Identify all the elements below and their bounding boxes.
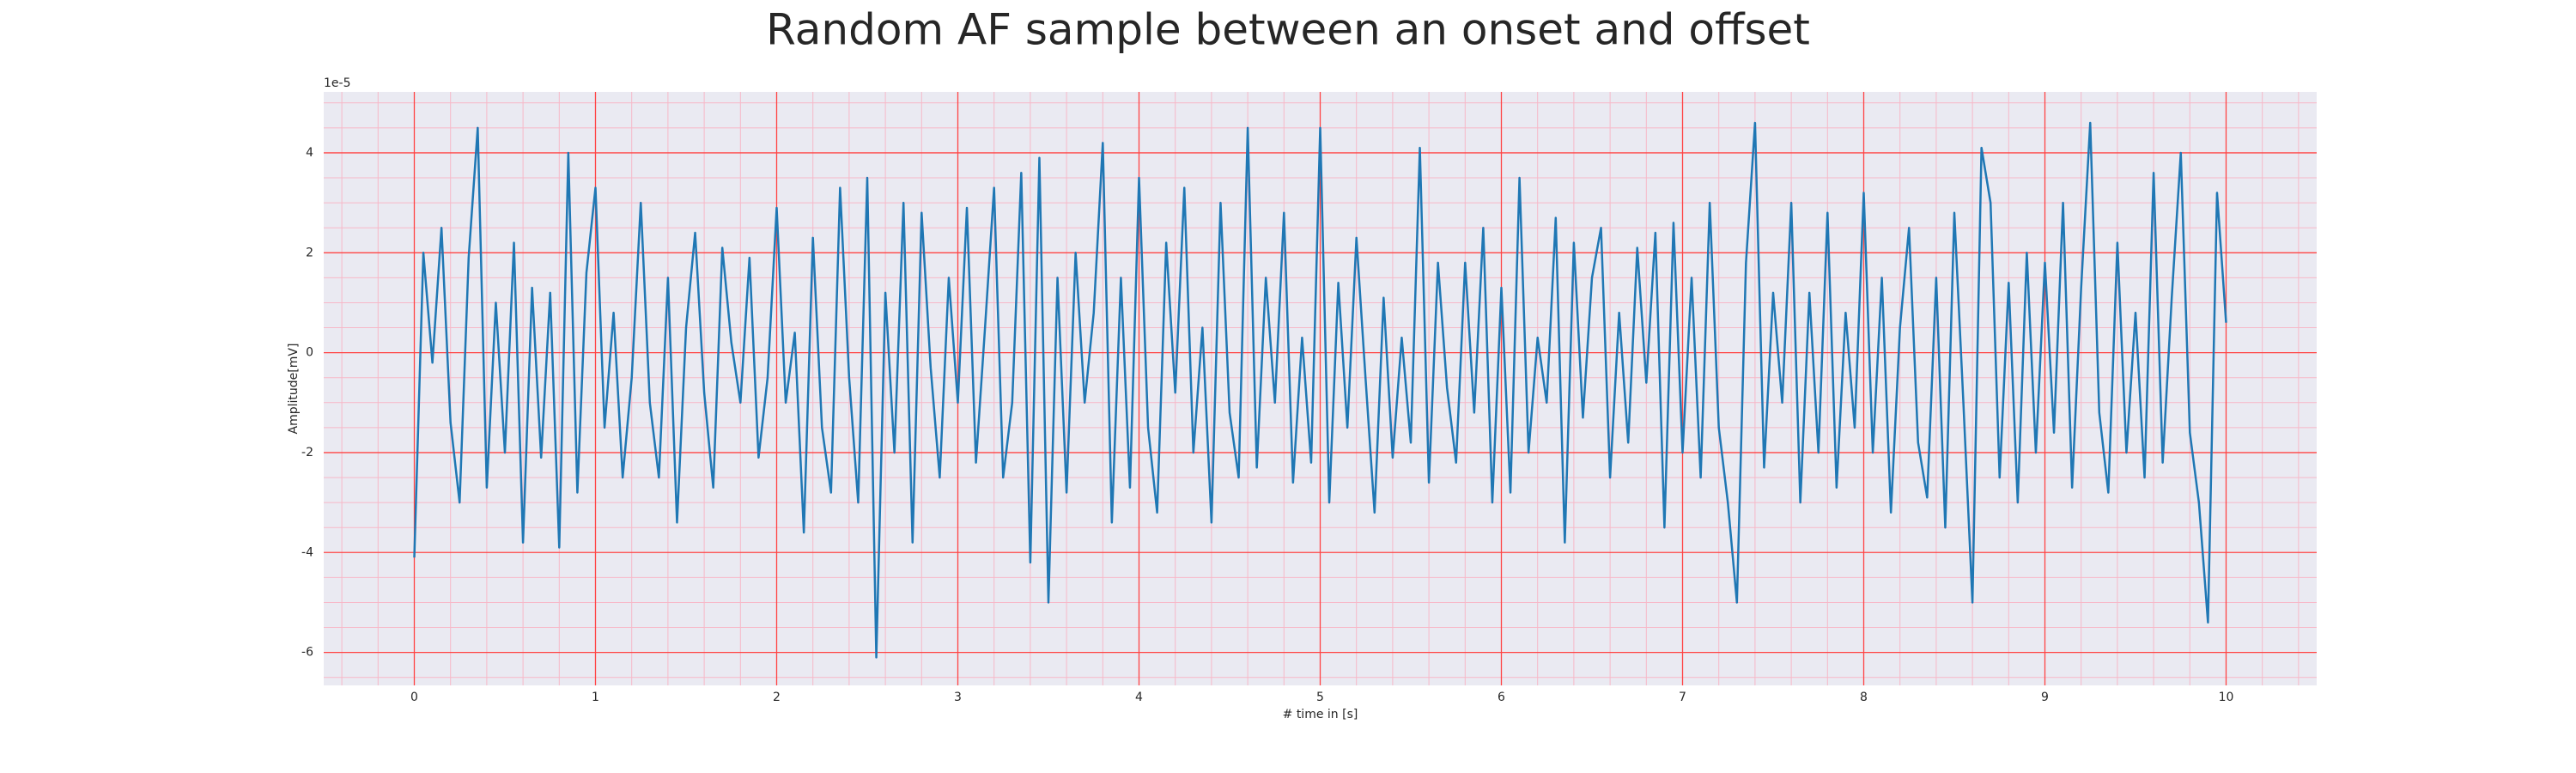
x-tick-label: 3 — [954, 691, 962, 704]
x-tick-label: 2 — [773, 691, 781, 704]
chart-title: Random AF sample between an onset and of… — [766, 5, 1810, 55]
y-offset-label: 1e-5 — [324, 76, 350, 90]
x-tick-label: 9 — [2041, 691, 2049, 704]
y-tick-label: -6 — [301, 646, 313, 660]
y-tick-label: 2 — [306, 246, 313, 259]
x-tick-label: 7 — [1679, 691, 1686, 704]
y-axis-label: Amplitude[mV] — [287, 344, 301, 435]
y-tick-label: -4 — [301, 545, 313, 559]
y-tick-label: 4 — [306, 146, 313, 160]
x-tick-label: 0 — [410, 691, 418, 704]
x-tick-label: 1 — [592, 691, 599, 704]
x-tick-label: 10 — [2219, 691, 2234, 704]
data-line — [413, 121, 2227, 659]
y-tick-label: -2 — [301, 446, 313, 460]
x-tick-label: 8 — [1860, 691, 1868, 704]
x-tick-label: 5 — [1316, 691, 1324, 704]
x-tick-label: 4 — [1135, 691, 1143, 704]
y-tick-label: 0 — [306, 346, 313, 360]
x-tick-label: 6 — [1498, 691, 1505, 704]
x-axis-label: # time in [s] — [1283, 708, 1358, 721]
